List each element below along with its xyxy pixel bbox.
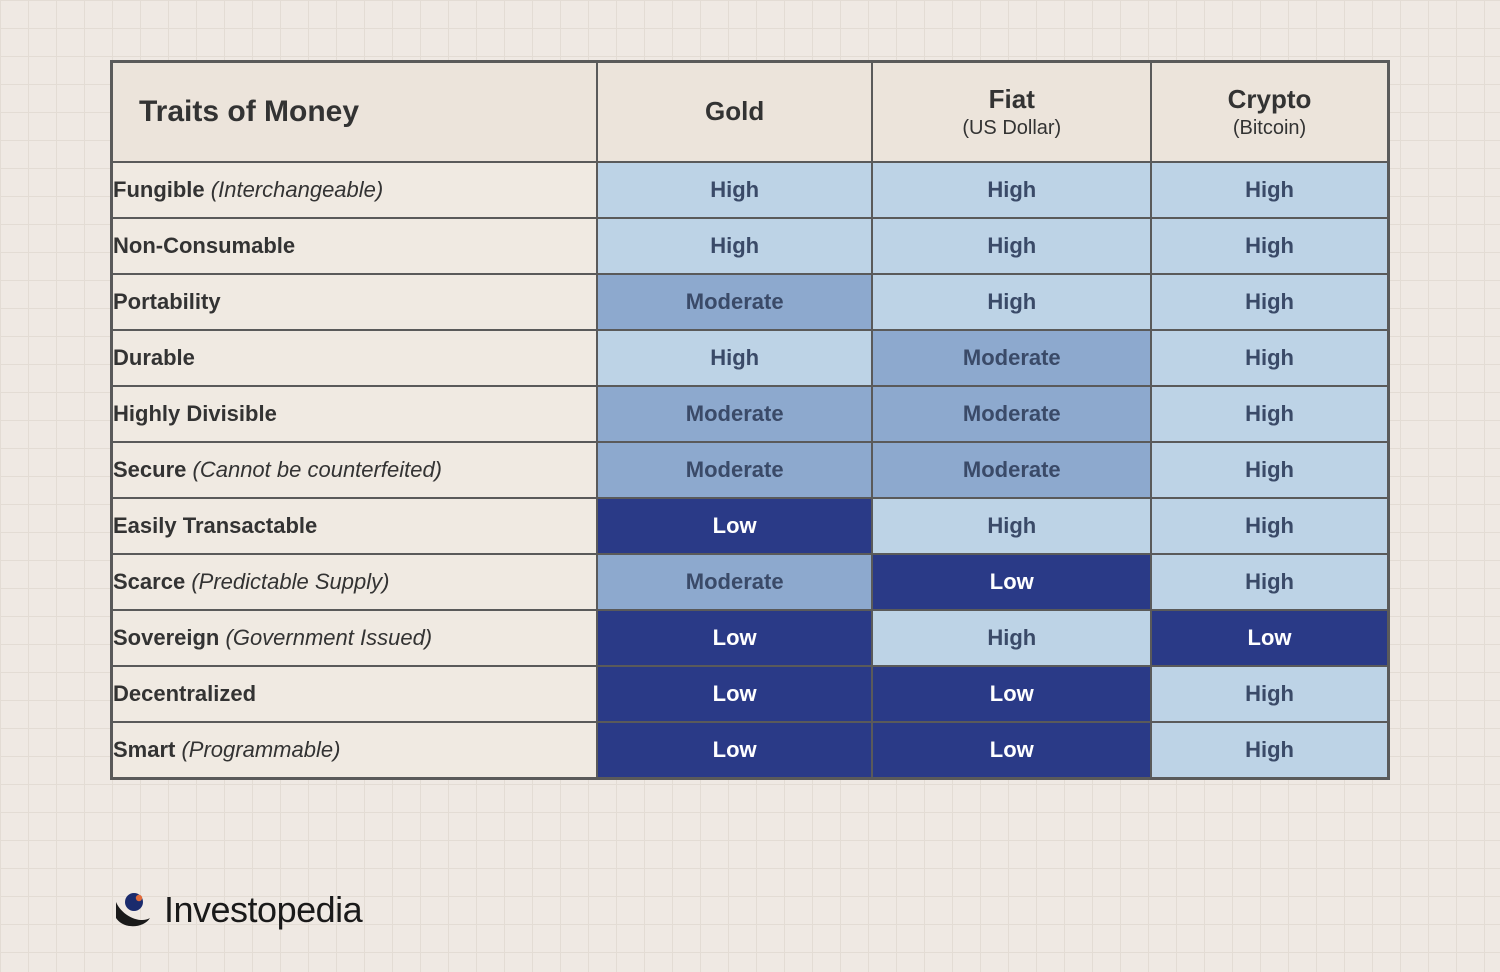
brand-name: Investopedia	[164, 889, 362, 931]
investopedia-icon	[110, 888, 154, 932]
rating-cell: Low	[872, 554, 1151, 610]
table-row: Smart (Programmable)LowLowHigh	[112, 722, 1388, 778]
rating-cell: High	[872, 218, 1151, 274]
trait-cell: Portability	[112, 274, 597, 330]
table-body: Fungible (Interchangeable)HighHighHighNo…	[112, 162, 1388, 778]
rating-cell: Low	[1151, 610, 1388, 666]
trait-cell: Secure (Cannot be counterfeited)	[112, 442, 597, 498]
trait-label: Durable	[113, 345, 195, 370]
table-row: Easily TransactableLowHighHigh	[112, 498, 1388, 554]
trait-cell: Fungible (Interchangeable)	[112, 162, 597, 218]
table-row: Sovereign (Government Issued)LowHighLow	[112, 610, 1388, 666]
rating-cell: Moderate	[872, 330, 1151, 386]
rating-cell: High	[1151, 554, 1388, 610]
rating-cell: High	[872, 610, 1151, 666]
rating-cell: High	[597, 218, 873, 274]
column-label: Crypto	[1152, 84, 1387, 115]
trait-label: Non-Consumable	[113, 233, 295, 258]
rating-cell: High	[872, 162, 1151, 218]
trait-qualifier: (Cannot be counterfeited)	[193, 457, 443, 482]
rating-cell: High	[597, 162, 873, 218]
rating-cell: Moderate	[872, 442, 1151, 498]
rating-cell: Low	[872, 722, 1151, 778]
trait-cell: Highly Divisible	[112, 386, 597, 442]
column-label: Gold	[598, 96, 872, 127]
trait-label: Smart	[113, 737, 175, 762]
trait-cell: Non-Consumable	[112, 218, 597, 274]
table-row: Secure (Cannot be counterfeited)Moderate…	[112, 442, 1388, 498]
trait-label: Secure	[113, 457, 186, 482]
rating-cell: High	[1151, 330, 1388, 386]
rating-cell: High	[1151, 666, 1388, 722]
trait-label: Fungible	[113, 177, 205, 202]
rating-cell: High	[1151, 442, 1388, 498]
rating-cell: High	[1151, 218, 1388, 274]
table-row: Highly DivisibleModerateModerateHigh	[112, 386, 1388, 442]
brand-logo: Investopedia	[110, 888, 362, 932]
rating-cell: Low	[597, 498, 873, 554]
trait-cell: Decentralized	[112, 666, 597, 722]
rating-cell: Low	[597, 722, 873, 778]
rating-cell: High	[1151, 162, 1388, 218]
table-row: Non-ConsumableHighHighHigh	[112, 218, 1388, 274]
rating-cell: Moderate	[597, 442, 873, 498]
trait-cell: Scarce (Predictable Supply)	[112, 554, 597, 610]
rating-cell: High	[872, 498, 1151, 554]
table-title: Traits of Money	[139, 95, 359, 128]
rating-cell: High	[597, 330, 873, 386]
table-title-cell: Traits of Money	[112, 62, 597, 162]
table-row: PortabilityModerateHighHigh	[112, 274, 1388, 330]
trait-cell: Smart (Programmable)	[112, 722, 597, 778]
trait-qualifier: (Government Issued)	[226, 625, 433, 650]
trait-cell: Sovereign (Government Issued)	[112, 610, 597, 666]
trait-label: Easily Transactable	[113, 513, 317, 538]
trait-cell: Durable	[112, 330, 597, 386]
trait-label: Sovereign	[113, 625, 219, 650]
trait-cell: Easily Transactable	[112, 498, 597, 554]
trait-label: Highly Divisible	[113, 401, 277, 426]
column-label: Fiat	[873, 84, 1150, 115]
trait-qualifier: (Interchangeable)	[211, 177, 383, 202]
traits-of-money-table: Traits of Money Gold Fiat (US Dollar) Cr…	[110, 60, 1390, 780]
table-row: Durable HighModerateHigh	[112, 330, 1388, 386]
rating-cell: Low	[597, 666, 873, 722]
column-sublabel: (US Dollar)	[873, 117, 1150, 140]
trait-label: Decentralized	[113, 681, 256, 706]
rating-cell: Moderate	[597, 386, 873, 442]
rating-cell: Moderate	[872, 386, 1151, 442]
rating-cell: Moderate	[597, 554, 873, 610]
column-header-fiat: Fiat (US Dollar)	[872, 62, 1151, 162]
table-row: DecentralizedLowLowHigh	[112, 666, 1388, 722]
table-header-row: Traits of Money Gold Fiat (US Dollar) Cr…	[112, 62, 1388, 162]
table-row: Scarce (Predictable Supply)ModerateLowHi…	[112, 554, 1388, 610]
rating-cell: High	[872, 274, 1151, 330]
trait-label: Scarce	[113, 569, 185, 594]
trait-qualifier: (Programmable)	[181, 737, 340, 762]
column-header-crypto: Crypto (Bitcoin)	[1151, 62, 1388, 162]
trait-qualifier: (Predictable Supply)	[191, 569, 389, 594]
rating-cell: High	[1151, 386, 1388, 442]
rating-cell: High	[1151, 722, 1388, 778]
column-sublabel: (Bitcoin)	[1152, 117, 1387, 140]
rating-cell: Low	[597, 610, 873, 666]
column-header-gold: Gold	[597, 62, 873, 162]
table-row: Fungible (Interchangeable)HighHighHigh	[112, 162, 1388, 218]
rating-cell: Low	[872, 666, 1151, 722]
rating-cell: High	[1151, 498, 1388, 554]
trait-label: Portability	[113, 289, 221, 314]
rating-cell: Moderate	[597, 274, 873, 330]
rating-cell: High	[1151, 274, 1388, 330]
